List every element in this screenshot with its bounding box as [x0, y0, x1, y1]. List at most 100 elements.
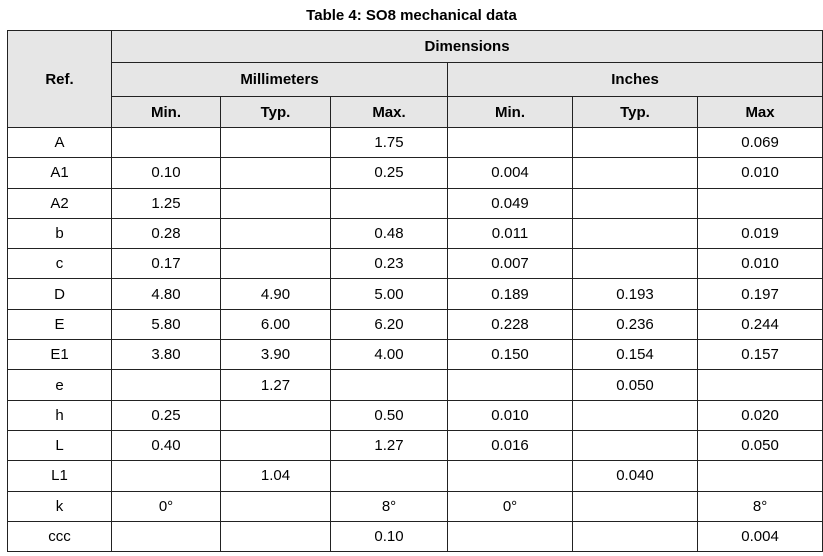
ref-cell: ccc [7, 520, 112, 553]
value-cell: 0.010 [447, 399, 573, 431]
value-cell [220, 429, 331, 462]
value-cell: 0.020 [696, 399, 823, 431]
ref-cell: E1 [7, 339, 112, 371]
value-cell: 0.10 [330, 520, 448, 553]
value-cell [330, 187, 448, 219]
header-row: Ref. Dimensions [7, 30, 823, 128]
data-row: A1 0.10 0.25 0.004 0.010 [7, 157, 823, 189]
data-row: D 4.80 4.90 5.00 0.189 0.193 0.197 [7, 278, 823, 310]
ref-cell: A2 [7, 187, 112, 219]
value-cell [220, 490, 331, 522]
data-row: L1 1.04 0.040 [7, 460, 823, 492]
value-cell: 0.228 [447, 308, 573, 341]
value-cell [572, 126, 698, 159]
dimensions-header: Dimensions [110, 30, 823, 63]
value-cell [572, 429, 698, 462]
data-row: E1 3.80 3.90 4.00 0.150 0.154 0.157 [7, 339, 823, 371]
ref-cell: A [7, 126, 112, 159]
value-cell: 8° [330, 490, 448, 522]
data-row: h 0.25 0.50 0.010 0.020 [7, 399, 823, 431]
value-cell: 1.27 [220, 369, 331, 401]
data-row: b 0.28 0.48 0.011 0.019 [7, 217, 823, 250]
value-cell: 0.10 [111, 157, 221, 189]
value-cell: 3.90 [220, 339, 331, 371]
unit-header: Millimeters [111, 62, 448, 97]
value-cell: 0.007 [447, 248, 573, 280]
value-cell [572, 248, 698, 280]
value-cell: 1.04 [220, 460, 331, 492]
value-cell [220, 126, 331, 159]
value-cell: 0.193 [572, 278, 698, 310]
value-cell [572, 399, 698, 431]
value-cell [220, 399, 331, 431]
value-cell: 0° [111, 490, 221, 522]
data-row: A 1.75 0.069 [7, 126, 823, 159]
value-cell: 0.040 [572, 460, 698, 492]
ref-cell: L [7, 429, 112, 462]
value-cell: 5.80 [111, 308, 221, 341]
value-cell: 0.157 [696, 339, 823, 371]
column-header: Typ. [220, 96, 331, 128]
value-cell [696, 369, 823, 401]
value-cell [447, 126, 573, 159]
value-cell: 0.189 [447, 278, 573, 310]
value-cell: 0.25 [330, 157, 448, 189]
value-cell [111, 460, 221, 492]
value-cell: 4.90 [220, 278, 331, 310]
ref-cell: E [7, 308, 112, 341]
ref-cell: L1 [7, 460, 112, 492]
value-cell: 0.48 [330, 217, 448, 250]
value-cell: 0.150 [447, 339, 573, 371]
value-cell: 1.27 [330, 429, 448, 462]
value-cell [572, 520, 698, 553]
value-cell: 8° [696, 490, 823, 522]
column-header: Max. [330, 96, 448, 128]
value-cell: 0.016 [447, 429, 573, 462]
value-cell: 0.154 [572, 339, 698, 371]
value-cell [220, 157, 331, 189]
value-cell [696, 187, 823, 219]
value-cell: 6.20 [330, 308, 448, 341]
value-cell: 0.28 [111, 217, 221, 250]
value-cell: 6.00 [220, 308, 331, 341]
value-cell [330, 460, 448, 492]
value-cell: 0.17 [111, 248, 221, 280]
value-cell: 0.019 [696, 217, 823, 250]
value-cell: 0.197 [696, 278, 823, 310]
value-cell [220, 520, 331, 553]
header-row: Min. Typ. Max. Min. Typ. Max [8, 96, 823, 128]
value-cell: 1.75 [330, 126, 448, 159]
value-cell [330, 369, 448, 401]
value-cell: 0.050 [572, 369, 698, 401]
value-cell: 0.010 [696, 248, 823, 280]
ref-cell: e [7, 369, 112, 401]
value-cell: 0.50 [330, 399, 448, 431]
value-cell: 0.40 [111, 429, 221, 462]
value-cell [572, 217, 698, 250]
value-cell: 0° [447, 490, 573, 522]
value-cell [220, 217, 331, 250]
header-row: Millimeters Inches [8, 62, 823, 97]
data-row: A2 1.25 0.049 [7, 187, 823, 219]
value-cell [220, 248, 331, 280]
column-header: Min. [111, 96, 221, 128]
value-cell [696, 460, 823, 492]
value-cell: 4.80 [111, 278, 221, 310]
value-cell: 0.25 [111, 399, 221, 431]
value-cell: 0.069 [696, 126, 823, 159]
value-cell [572, 157, 698, 189]
ref-cell: A1 [7, 157, 112, 189]
value-cell [447, 520, 573, 553]
unit-header: Inches [446, 62, 823, 97]
value-cell: 0.010 [696, 157, 823, 189]
mechanical-data-table: Ref. Dimensions Millimeters Inches Min. Typ. M… [7, 30, 823, 553]
ref-header: Ref. [7, 30, 112, 128]
column-header: Typ. [572, 96, 698, 128]
value-cell: 0.011 [447, 217, 573, 250]
value-cell [447, 460, 573, 492]
value-cell [111, 369, 221, 401]
data-row: ccc 0.10 0.004 [7, 520, 823, 553]
data-row: c 0.17 0.23 0.007 0.010 [7, 248, 823, 280]
